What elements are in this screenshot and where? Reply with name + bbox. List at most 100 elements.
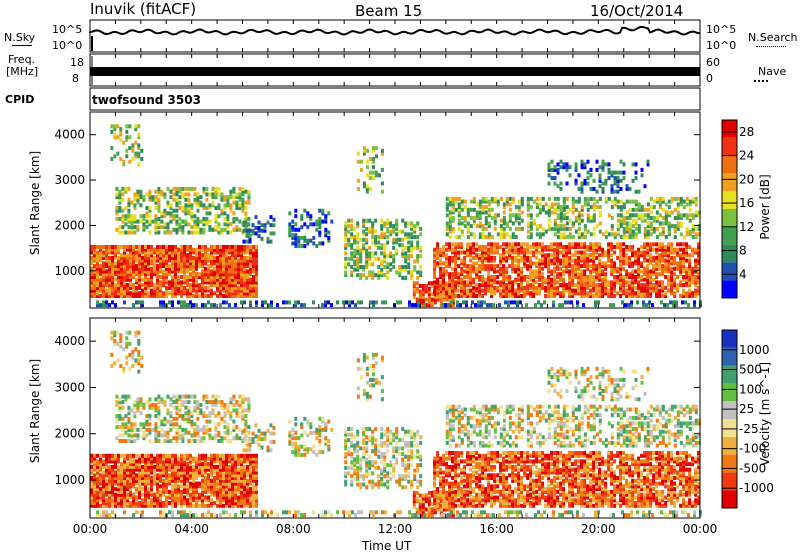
power-echo-cell bbox=[535, 245, 539, 249]
velocity-echo-cell bbox=[356, 449, 360, 454]
velocity-echo-cell bbox=[490, 464, 494, 469]
power-echo-cell bbox=[219, 285, 222, 290]
power-echo-cell bbox=[187, 208, 191, 213]
power-echo-cell bbox=[165, 285, 168, 290]
power-echo-cell bbox=[126, 258, 129, 263]
velocity-echo-cell bbox=[234, 498, 237, 503]
velocity-echo-cell bbox=[407, 429, 411, 434]
velocity-echo-cell bbox=[475, 456, 479, 461]
power-echo-cell bbox=[502, 242, 506, 247]
velocity-echo-cell bbox=[208, 427, 212, 432]
velocity-echo-cell bbox=[115, 402, 119, 407]
power-echo-cell bbox=[216, 258, 219, 263]
velocity-echo-cell bbox=[165, 495, 168, 500]
power-echo-cell bbox=[475, 275, 479, 279]
power-echo-cell bbox=[457, 280, 461, 285]
power-echo-cell bbox=[520, 283, 524, 288]
velocity-echo-cell bbox=[195, 481, 198, 486]
power-echo-cell bbox=[407, 221, 411, 226]
velocity-echo-cell bbox=[156, 459, 159, 464]
velocity-echo-cell bbox=[532, 459, 536, 464]
velocity-echo-cell bbox=[132, 492, 135, 497]
power-echo-cell bbox=[207, 255, 210, 260]
velocity-echo-cell bbox=[538, 501, 542, 505]
nsky-tick-top: 10^5 bbox=[52, 23, 83, 36]
power-echo-cell bbox=[204, 261, 207, 266]
velocity-echo-cell bbox=[192, 498, 195, 503]
velocity-echo-cell bbox=[451, 487, 455, 492]
power-echo-cell bbox=[90, 272, 93, 277]
power-echo-cell bbox=[131, 143, 135, 148]
velocity-echo-cell bbox=[514, 487, 518, 492]
power-echo-cell bbox=[138, 255, 141, 260]
power-echo-cell bbox=[237, 253, 240, 258]
velocity-echo-cell bbox=[395, 457, 399, 462]
velocity-echo-cell bbox=[157, 425, 161, 430]
velocity-echo-cell bbox=[517, 476, 521, 480]
velocity-echo-cell bbox=[380, 427, 384, 431]
power-echo-cell bbox=[433, 266, 437, 271]
power-echo-cell bbox=[115, 216, 119, 221]
power-echo-cell bbox=[162, 250, 165, 255]
power-echo-cell bbox=[99, 272, 102, 277]
power-echo-cell bbox=[157, 230, 161, 235]
power-echo-cell bbox=[460, 258, 464, 263]
power-echo-cell bbox=[180, 264, 183, 269]
power-echo-cell bbox=[241, 197, 245, 202]
velocity-echo-cell bbox=[159, 476, 162, 480]
velocity-echo-cell bbox=[252, 492, 255, 497]
velocity-echo-cell bbox=[499, 481, 503, 486]
velocity-echo-cell bbox=[105, 456, 108, 461]
power-echo-cell bbox=[162, 264, 165, 269]
power-echo-cell bbox=[102, 285, 105, 290]
velocity-echo-cell bbox=[454, 453, 458, 458]
velocity-echo-cell bbox=[514, 453, 518, 458]
velocity-echo-cell bbox=[181, 427, 185, 432]
power-echo-cell bbox=[306, 214, 310, 219]
velocity-echo-cell bbox=[350, 479, 354, 484]
power-echo-cell bbox=[184, 192, 188, 197]
velocity-echo-cell bbox=[508, 473, 512, 478]
velocity-echo-cell bbox=[535, 495, 539, 500]
velocity-echo-cell bbox=[398, 482, 402, 487]
power-echo-cell bbox=[216, 288, 219, 293]
velocity-echo-cell bbox=[135, 462, 138, 467]
velocity-echo-cell bbox=[225, 498, 228, 503]
velocity-echo-cell bbox=[166, 394, 170, 399]
power-echo-cell bbox=[117, 291, 120, 296]
power-echo-cell bbox=[448, 291, 452, 296]
velocity-echo-cell bbox=[204, 462, 207, 467]
power-echo-cell bbox=[219, 247, 222, 252]
velocity-echo-cell bbox=[442, 481, 446, 486]
power-echo-cell bbox=[312, 222, 316, 227]
velocity-echo-cell bbox=[195, 459, 198, 464]
power-echo-cell bbox=[237, 250, 240, 255]
velocity-echo-cell bbox=[225, 453, 228, 458]
velocity-echo-cell bbox=[472, 456, 476, 461]
power-echo-cell bbox=[126, 275, 129, 279]
velocity-echo-cell bbox=[198, 484, 201, 489]
velocity-echo-cell bbox=[135, 501, 138, 505]
power-echo-cell bbox=[111, 266, 114, 271]
power-echo-cell bbox=[374, 240, 378, 245]
power-echo-cell bbox=[251, 223, 255, 228]
power-echo-cell bbox=[144, 280, 147, 285]
velocity-echo-cell bbox=[374, 380, 378, 385]
velocity-echo-cell bbox=[315, 452, 319, 457]
velocity-echo-cell bbox=[117, 467, 120, 472]
power-echo-cell bbox=[246, 261, 249, 266]
velocity-echo-cell bbox=[389, 432, 393, 437]
power-echo-cell bbox=[413, 245, 417, 250]
power-echo-cell bbox=[231, 253, 234, 258]
velocity-echo-cell bbox=[419, 474, 423, 479]
power-echo-cell bbox=[171, 291, 174, 296]
power-echo-cell bbox=[427, 281, 431, 286]
velocity-echo-cell bbox=[294, 444, 298, 449]
velocity-echo-cell bbox=[499, 489, 503, 494]
velocity-echo-cell bbox=[115, 414, 119, 418]
velocity-echo-cell bbox=[413, 432, 417, 437]
velocity-echo-cell bbox=[433, 501, 437, 505]
velocity-echo-cell bbox=[171, 459, 174, 464]
power-echo-cell bbox=[160, 211, 164, 216]
velocity-echo-cell bbox=[508, 464, 512, 469]
